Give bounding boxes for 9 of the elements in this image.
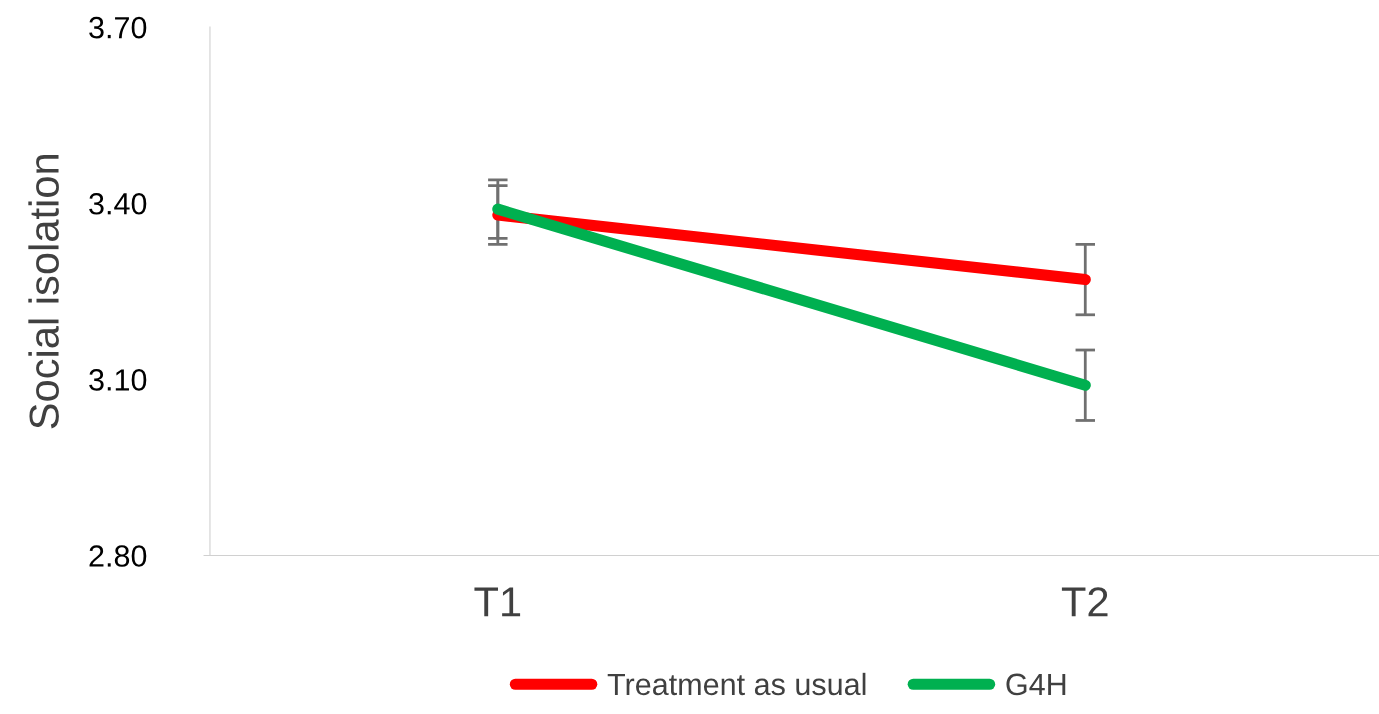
y-axis-title: Social isolation bbox=[28, 155, 59, 429]
y-tick-label: 3.70 bbox=[89, 16, 147, 39]
legend-label: Treatment as usual bbox=[607, 672, 866, 696]
legend-label: G4H bbox=[1006, 673, 1066, 696]
x-tick-label: T2 bbox=[1061, 587, 1108, 617]
y-tick-label: 2.80 bbox=[89, 545, 147, 567]
y-tick-label: 3.10 bbox=[89, 369, 147, 391]
x-tick-label: T1 bbox=[474, 587, 521, 617]
y-tick-label: 3.40 bbox=[89, 192, 147, 215]
